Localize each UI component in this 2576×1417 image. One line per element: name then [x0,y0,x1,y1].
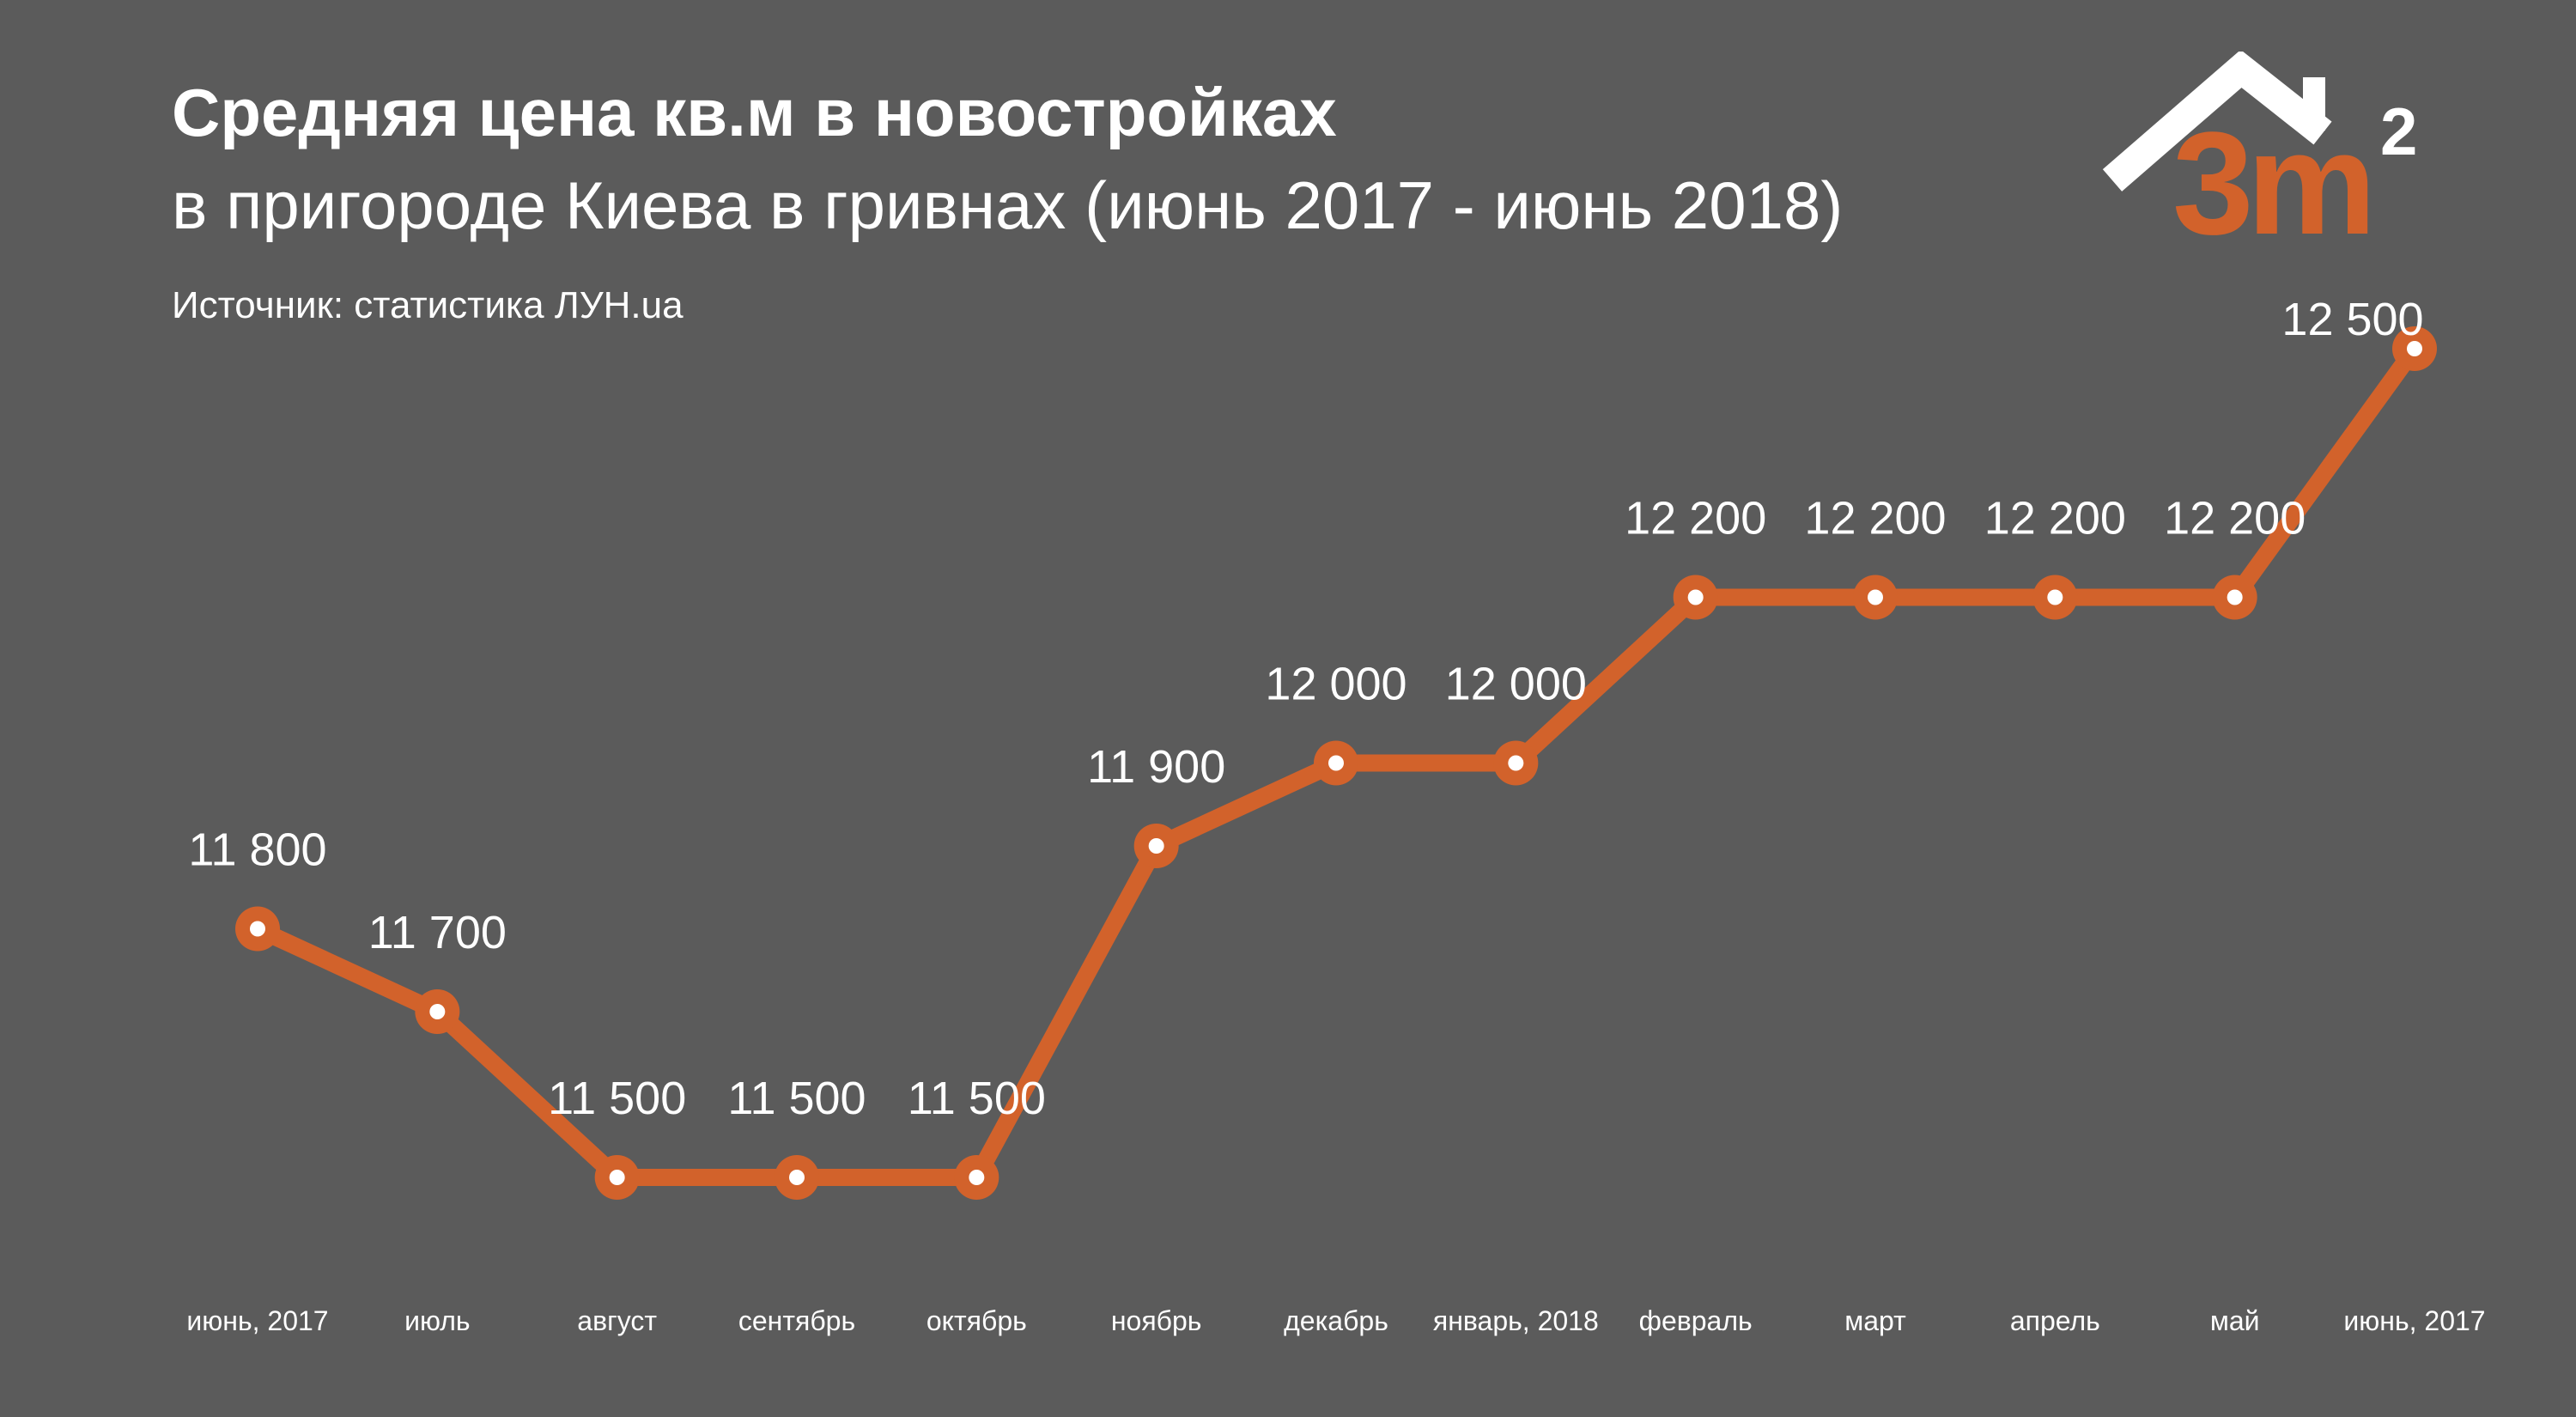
data-point-center [2227,589,2243,605]
x-tick-label: июнь, 2017 [186,1305,328,1336]
x-tick-label: апрель [2010,1305,2100,1336]
data-label: 11 500 [908,1073,1046,1124]
x-tick-label: июнь, 2017 [2343,1305,2485,1336]
x-tick-label: март [1844,1305,1906,1336]
data-label: 12 000 [1445,659,1587,710]
data-label: 12 200 [1984,493,2126,544]
data-label: 12 200 [2164,493,2306,544]
data-label: 12 200 [1625,493,1766,544]
data-label: 12 000 [1265,659,1406,710]
logo-roof-icon [2102,52,2332,192]
data-label: 11 500 [548,1073,686,1124]
logo-superscript: 2 [2380,94,2417,169]
data-point-center [969,1170,985,1185]
x-tick-label: сентябрь [738,1305,855,1336]
data-point-center [1328,755,1344,771]
x-axis-labels-group: июнь, 2017 июль август сентябрь октябрь ноябр… [186,1305,2485,1336]
data-label: 11 700 [368,907,507,958]
x-tick-label: август [577,1305,657,1336]
x-tick-label: июль [404,1305,471,1336]
data-point-center [1148,838,1164,854]
data-point-center [1687,589,1704,605]
data-label: 11 800 [188,824,326,876]
brand-logo: 3m 2 [2102,52,2417,249]
data-point-center [250,921,265,937]
logo-text: 3m [2172,102,2370,249]
x-tick-label: январь, 2018 [1433,1305,1599,1336]
data-point-center [609,1170,625,1185]
x-tick-label: февраль [1639,1305,1753,1336]
value-labels-group: 11 800 11 700 11 500 11 500 11 500 11 900 12 0… [188,294,2423,1124]
data-point-center [2047,589,2063,605]
data-label: 12 200 [1804,493,1946,544]
data-point-center [2407,341,2422,356]
source-note: Источник: статистика ЛУН.ua [172,284,683,326]
x-tick-label: май [2210,1305,2260,1336]
page-subtitle: в пригороде Киева в гривнах (июнь 2017 -… [172,167,1844,243]
data-point-center [789,1170,805,1185]
logo-chimney-icon [2303,77,2325,131]
data-point-center [1868,589,1883,605]
data-label: 12 500 [2281,294,2423,345]
data-points-group [235,326,2437,1200]
data-label: 11 900 [1087,741,1225,793]
x-tick-label: ноябрь [1111,1305,1202,1336]
x-tick-label: октябрь [927,1305,1027,1336]
data-point-center [429,1004,446,1019]
data-label: 11 500 [727,1073,866,1124]
page-title: Средняя цена кв.м в новостройках [172,75,1337,150]
data-point-center [1508,755,1524,771]
x-tick-label: декабрь [1284,1305,1388,1336]
